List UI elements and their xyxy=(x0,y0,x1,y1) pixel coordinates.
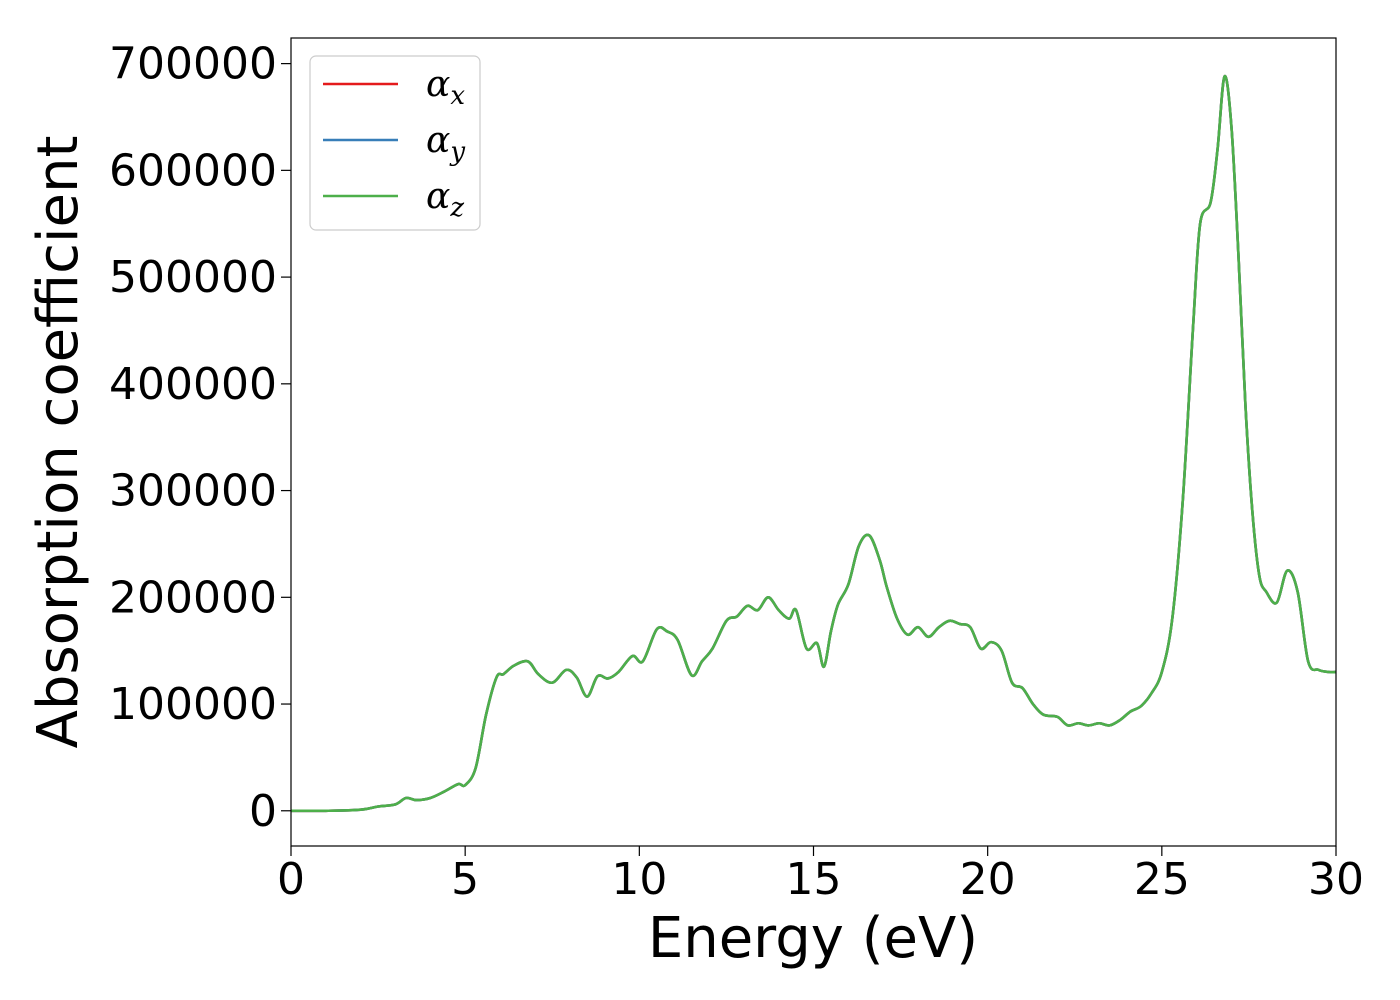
y-tick-label: 300000 xyxy=(109,466,277,517)
legend-label-z: αz xyxy=(426,176,464,223)
legend-box xyxy=(309,55,481,231)
legend-symbol: α xyxy=(426,176,450,217)
x-axis-title: Energy (eV) xyxy=(648,906,978,971)
y-tick-label: 400000 xyxy=(109,359,277,410)
x-tick-label: 10 xyxy=(611,854,667,905)
y-axis-title: Absorption coefficient xyxy=(26,136,91,749)
x-tick-label: 25 xyxy=(1134,854,1190,905)
y-tick-label: 100000 xyxy=(109,679,277,730)
legend-subscript: z xyxy=(449,193,464,223)
plot-frame xyxy=(290,37,1337,847)
x-tick-label: 15 xyxy=(786,854,842,905)
legend-label-x: αx xyxy=(426,64,465,111)
x-tick-label: 5 xyxy=(451,854,479,905)
legend-symbol: α xyxy=(426,120,450,161)
y-axis-ticks: 0 100000 200000 300000 400000 500000 600000 700… xyxy=(109,39,291,837)
x-tick-label: 20 xyxy=(960,854,1016,905)
series-lines xyxy=(290,75,1337,813)
y-tick-label: 0 xyxy=(249,786,277,837)
series-line-z xyxy=(290,75,1337,813)
legend-label-y: αy xyxy=(426,120,465,167)
y-tick-label: 200000 xyxy=(109,572,277,623)
x-tick-label: 30 xyxy=(1308,854,1364,905)
x-axis-ticks: 0 5 10 15 20 25 30 xyxy=(277,846,1364,905)
legend-subscript: y xyxy=(449,137,465,167)
legend-symbol: α xyxy=(426,64,450,105)
x-tick-label: 0 xyxy=(277,854,305,905)
y-tick-label: 600000 xyxy=(109,145,277,196)
legend-subscript: x xyxy=(450,81,465,111)
y-tick-label: 700000 xyxy=(109,39,277,90)
y-tick-label: 500000 xyxy=(109,252,277,303)
